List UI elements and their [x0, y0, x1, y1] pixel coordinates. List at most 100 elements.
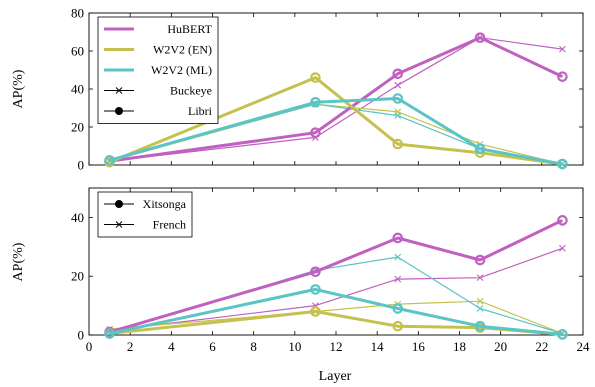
top-legend-item-libri: Libri — [104, 104, 213, 118]
top-panel: 0 20 40 60 80 AP(%) HuBERT W2V2 (EN) W2V2 (ML) Bu… — [11, 6, 584, 173]
top-series-w2v2-ml-circle-point — [392, 93, 404, 104]
bottom-series-w2v2-en-cross — [106, 297, 566, 337]
bottom-x-tick-label: 22 — [535, 339, 548, 354]
bottom-series-hubert-cross-point — [559, 244, 566, 252]
bottom-series-w2v2-ml-cross-point — [394, 253, 402, 261]
bottom-series-hubert-circle-point — [310, 266, 321, 278]
bottom-series-hubert-cross-point-stroke-b — [559, 244, 566, 252]
top-series-hubert-circle-point — [557, 71, 568, 82]
top-legend-item-buckeye: Buckeye — [104, 84, 212, 98]
bottom-series-w2v2-ml-cross-point-stroke-b — [476, 305, 484, 312]
top-series-hubert-cross-point-stroke-b — [394, 81, 402, 89]
bottom-x-tick-label: 16 — [412, 339, 426, 354]
top-series-hubert-circle-point — [310, 127, 321, 138]
top-y-tick-label: 40 — [71, 82, 84, 97]
top-series-w2v2-ml-circle-point — [310, 97, 321, 108]
top-legend-item-w2v2-en-label: W2V2 (EN) — [153, 43, 212, 57]
bottom-panel: 0 2 4 6 8 10 12 14 16 18 20 22 2402040AP(%)XitsongaF… — [11, 187, 591, 354]
top-series-w2v2-ml-circle-point — [474, 143, 486, 155]
bottom-legend: Xitsonga French — [97, 191, 193, 238]
bottom-y-tick-label: 40 — [71, 210, 84, 225]
top-series-hubert-cross-point — [394, 81, 402, 89]
bottom-series-w2v2-ml-circle-point — [474, 320, 486, 332]
bottom-x-tick-label: 24 — [577, 339, 591, 354]
bottom-series-w2v2-en-circle-point — [392, 320, 404, 332]
top-series-hubert-circle-line — [109, 36, 564, 163]
bottom-y-axis-label: AP(%) — [11, 242, 26, 281]
bottom-series-w2v2-ml-cross-point-stroke-b — [394, 253, 402, 261]
top-series-w2v2-en-circle-point — [392, 138, 404, 150]
bottom-legend-item-french-marker — [115, 221, 123, 228]
top-series-hubert-cross-point-stroke-b — [559, 45, 566, 53]
bottom-y-tick-label: 20 — [71, 269, 84, 284]
top-legend-item-buckeye-marker — [115, 87, 123, 94]
top-series-w2v2-en-circle-point — [310, 72, 321, 83]
top-legend-item-libri-label: Libri — [188, 104, 213, 118]
top-series-hubert-cross-point — [559, 45, 566, 53]
top-legend-item-w2v2-ml: W2V2 (ML) — [104, 63, 212, 77]
bottom-series-hubert-cross-point-stroke-b — [394, 275, 402, 283]
top-series-w2v2-ml-cross-point — [394, 112, 402, 119]
top-y-tick-label: 80 — [71, 6, 84, 21]
top-series-w2v2-ml-cross-point-stroke-b — [559, 160, 566, 168]
bottom-series-w2v2-ml-circle-point — [310, 284, 321, 295]
bottom-series-hubert-circle-line — [109, 218, 564, 334]
top-series-w2v2-ml-cross-point-stroke-b — [394, 112, 402, 119]
bottom-x-tick-label: 6 — [209, 339, 216, 354]
bottom-series-hubert-cross-point-stroke-b — [476, 274, 484, 282]
top-y-axis-label: AP(%) — [11, 69, 26, 108]
top-legend-item-hubert-label: HuBERT — [167, 22, 212, 36]
bottom-series-w2v2-ml-circle-point — [392, 303, 404, 314]
bottom-series-w2v2-ml-circle-point — [104, 328, 115, 339]
bottom-series-w2v2-en-cross-point — [476, 297, 484, 305]
bottom-x-tick-label: 18 — [453, 339, 466, 354]
bottom-series-w2v2-ml-cross-point — [476, 305, 484, 312]
bottom-series-w2v2-en-cross-point-stroke-b — [476, 297, 484, 305]
bottom-x-tick-label: 20 — [494, 339, 507, 354]
top-y-tick-label: 20 — [71, 120, 84, 135]
top-legend-item-buckeye-marker-stroke-b — [115, 87, 123, 94]
top-y-tick-label: 0 — [78, 158, 85, 173]
bottom-series-w2v2-en-circle-point — [310, 306, 321, 317]
top-series-hubert-circle-point — [474, 32, 486, 43]
top-legend-item-hubert: HuBERT — [104, 22, 213, 36]
top-series-w2v2-ml-circle-line — [109, 97, 563, 166]
top-series-w2v2-ml-cross-point — [559, 160, 566, 168]
bottom-x-tick-label: 8 — [250, 339, 257, 354]
top-legend-item-w2v2-en: W2V2 (EN) — [104, 43, 212, 57]
bottom-series-hubert-circle-point — [392, 232, 404, 244]
bottom-x-tick-label: 0 — [86, 339, 93, 354]
bottom-legend-item-xitsonga-label: Xitsonga — [143, 197, 187, 211]
bottom-legend-item-french: French — [104, 218, 186, 232]
bottom-legend-item-french-label: French — [153, 218, 186, 232]
bottom-x-tick-label: 14 — [371, 339, 385, 354]
bottom-series-hubert-circle-point — [474, 254, 486, 266]
bottom-series-w2v2-ml-circle-line — [109, 287, 563, 336]
bottom-legend-item-xitsonga: Xitsonga — [104, 197, 187, 211]
bottom-series-w2v2-ml-circle-point — [557, 329, 568, 340]
bottom-legend-item-french-marker-stroke-b — [115, 221, 123, 228]
bottom-series-hubert-circle-point — [557, 215, 568, 226]
top-series-w2v2-en-circle-line — [109, 76, 563, 166]
top-y-tick-label: 60 — [71, 44, 84, 59]
bottom-series-w2v2-ml-circle — [104, 284, 568, 340]
bottom-x-tick-label: 12 — [330, 339, 343, 354]
top-series-w2v2-ml-circle — [104, 93, 568, 170]
top-series-w2v2-ml-circle-point — [557, 158, 568, 170]
bottom-legend-item-xitsonga-marker — [115, 200, 123, 208]
bottom-series-hubert-cross-point — [476, 274, 484, 282]
top-legend-item-w2v2-ml-label: W2V2 (ML) — [151, 63, 212, 77]
bottom-x-tick-label: 2 — [127, 339, 134, 354]
top-legend-item-libri-marker — [115, 107, 123, 115]
top-series-hubert-circle-point — [392, 68, 404, 80]
bottom-x-tick-label: 10 — [288, 339, 301, 354]
bottom-series-hubert-cross-point — [394, 275, 402, 283]
bottom-x-tick-label: 4 — [168, 339, 175, 354]
top-legend-item-buckeye-label: Buckeye — [170, 84, 212, 98]
x-axis-label: Layer — [319, 369, 352, 384]
top-legend: HuBERT W2V2 (EN) W2V2 (ML) Buckeye Libri — [97, 16, 219, 124]
bottom-y-tick-label: 0 — [78, 328, 85, 343]
top-series-w2v2-ml-circle-point — [104, 154, 115, 166]
bottom-legend-box — [97, 191, 193, 238]
